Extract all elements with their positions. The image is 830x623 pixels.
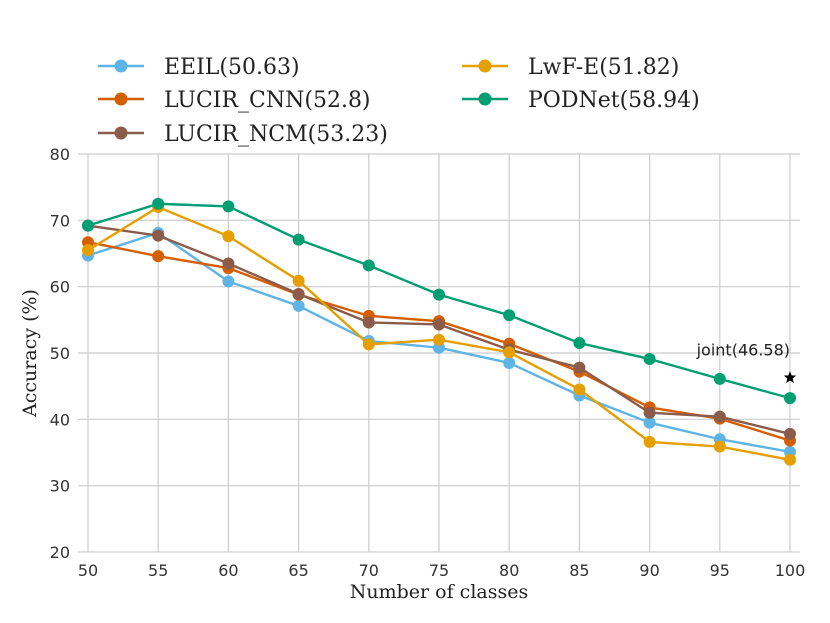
data-point <box>784 453 796 466</box>
data-point <box>292 287 305 300</box>
star-marker <box>783 371 797 383</box>
x-tick-label: 75 <box>429 561 449 580</box>
data-point <box>433 288 445 301</box>
data-point <box>222 257 235 270</box>
data-point <box>713 410 726 423</box>
y-tick-label: 70 <box>50 211 70 230</box>
y-tick-label: 60 <box>50 278 70 297</box>
legend-item-3: LUCIR_NCM(53.23) <box>98 122 388 147</box>
data-point <box>362 338 375 351</box>
legend-item-2: LUCIR_CNN(52.8) <box>98 88 371 113</box>
legend-marker <box>114 59 128 73</box>
legend-marker <box>114 126 128 140</box>
legend-label: LUCIR_CNN(52.8) <box>164 88 371 113</box>
data-point <box>222 200 235 213</box>
data-point <box>152 229 165 242</box>
x-tick-label: 60 <box>218 561 238 580</box>
data-point <box>643 352 656 365</box>
x-tick-label: 100 <box>775 561 806 580</box>
y-tick-label: 20 <box>50 543 70 562</box>
data-point <box>784 427 796 440</box>
x-tick-label: 55 <box>148 561 168 580</box>
data-point <box>503 346 516 359</box>
annotation-layer: joint(46.58) <box>696 341 797 383</box>
data-point <box>292 274 305 287</box>
y-tick-label: 80 <box>50 145 70 164</box>
series-layer <box>82 197 796 466</box>
legend: EEIL(50.63) LUCIR_CNN(52.8) LUCIR_NCM(53.2… <box>98 55 700 147</box>
series-5 <box>82 197 796 405</box>
legend-marker <box>114 92 128 106</box>
data-point <box>82 244 94 257</box>
data-point <box>784 392 796 405</box>
legend-label: EEIL(50.63) <box>164 55 300 80</box>
data-point <box>643 406 656 419</box>
data-point <box>362 259 375 272</box>
legend-marker <box>478 59 492 73</box>
data-point <box>713 372 726 385</box>
legend-marker <box>478 92 492 106</box>
legend-item-5: PODNet(58.94) <box>462 88 700 113</box>
data-point <box>643 416 656 429</box>
data-point <box>643 435 656 448</box>
data-point <box>222 275 235 288</box>
data-point <box>152 250 165 263</box>
data-point <box>433 318 445 331</box>
legend-label: PODNet(58.94) <box>528 88 700 113</box>
data-point <box>573 337 586 350</box>
x-tick-label: 70 <box>359 561 379 580</box>
data-point <box>292 233 305 246</box>
data-point <box>713 440 726 453</box>
data-point <box>82 219 94 232</box>
data-point <box>433 333 445 346</box>
data-point <box>222 230 235 243</box>
y-axis-label: Accuracy (%) <box>19 289 41 418</box>
legend-label: LUCIR_NCM(53.23) <box>164 122 388 147</box>
y-tick-label: 50 <box>50 344 70 363</box>
y-tick-label: 30 <box>50 477 70 496</box>
legend-item-4: LwF-E(51.82) <box>462 55 679 80</box>
x-tick-label: 90 <box>639 561 659 580</box>
data-point <box>573 361 586 374</box>
x-axis-label: Number of classes <box>350 581 528 603</box>
x-tick-label: 85 <box>569 561 589 580</box>
data-point <box>503 309 516 322</box>
data-point <box>503 356 516 369</box>
y-tick-label: 40 <box>50 410 70 429</box>
x-tick-label: 65 <box>288 561 308 580</box>
annotation-label: joint(46.58) <box>696 341 790 360</box>
x-tick-label: 80 <box>499 561 519 580</box>
data-point <box>362 316 375 329</box>
data-point <box>152 197 165 210</box>
x-tick-label: 50 <box>78 561 98 580</box>
data-point <box>292 299 305 312</box>
legend-label: LwF-E(51.82) <box>528 55 679 80</box>
data-point <box>573 383 586 396</box>
axes: 50 55 60 65 70 75 80 85 90 95 100 20 30 40 50 60 70 80 <box>50 145 806 580</box>
x-tick-label: 95 <box>710 561 730 580</box>
legend-item-1: EEIL(50.63) <box>98 55 300 80</box>
